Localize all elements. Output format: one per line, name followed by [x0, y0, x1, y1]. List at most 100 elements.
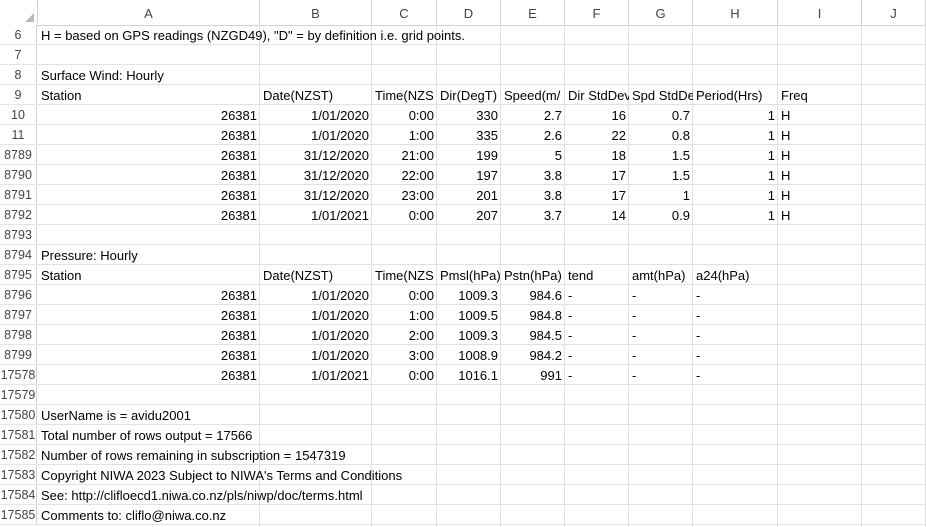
cell-g[interactable]: 0.9 — [671, 208, 690, 223]
cell-g[interactable]: 0.7 — [671, 108, 690, 123]
cell-i[interactable] — [778, 325, 862, 344]
cell-h[interactable]: - — [696, 288, 701, 303]
cell-i[interactable] — [778, 285, 862, 304]
cell-f[interactable]: - — [568, 308, 573, 323]
cell-a[interactable]: 26381 — [220, 368, 257, 383]
cell-b[interactable]: 1/01/2020 — [311, 308, 369, 323]
cell-e[interactable]: 2.6 — [543, 128, 562, 143]
cell-g[interactable]: - — [632, 308, 637, 323]
cell-b[interactable]: 31/12/2020 — [303, 148, 369, 163]
row-header[interactable]: 9 — [0, 85, 37, 105]
cell-c[interactable]: 1:00 — [408, 308, 434, 323]
row-header[interactable]: 8799 — [0, 345, 37, 365]
cell-g[interactable]: 1.5 — [671, 168, 690, 183]
row-header[interactable]: 17578 — [0, 365, 37, 385]
cell-d[interactable]: 201 — [476, 188, 498, 203]
row-header[interactable]: 8794 — [0, 245, 37, 265]
cell-a[interactable]: Station — [41, 88, 82, 103]
row-header[interactable]: 17582 — [0, 445, 37, 465]
cell-b[interactable]: 1/01/2020 — [311, 128, 369, 143]
row-header[interactable]: 8 — [0, 65, 37, 85]
row-header[interactable]: 8793 — [0, 225, 37, 245]
cell-a-text[interactable]: Surface Wind: Hourly — [41, 68, 164, 83]
cell-a[interactable]: Station — [41, 268, 82, 283]
cell-f[interactable]: - — [568, 368, 573, 383]
cell-h[interactable]: - — [696, 368, 701, 383]
cell-i[interactable] — [778, 265, 862, 284]
cell-i[interactable] — [778, 365, 862, 384]
row-header[interactable]: 8797 — [0, 305, 37, 325]
cell-a-text[interactable]: Pressure: Hourly — [41, 248, 138, 263]
cell-b[interactable]: 1/01/2020 — [311, 348, 369, 363]
column-header-j[interactable]: J — [862, 0, 926, 25]
cell-a[interactable]: 26381 — [220, 148, 257, 163]
row-header[interactable]: 8798 — [0, 325, 37, 345]
cell-h[interactable]: 1 — [767, 148, 775, 163]
cell-h[interactable]: 1 — [767, 168, 775, 183]
column-header-d[interactable]: D — [437, 0, 501, 25]
cell-i[interactable]: H — [781, 168, 791, 183]
cell-a[interactable]: 26381 — [220, 128, 257, 143]
cell-i[interactable] — [778, 345, 862, 364]
column-header-f[interactable]: F — [565, 0, 629, 25]
cell-f[interactable]: 14 — [611, 208, 626, 223]
cell-a[interactable]: 26381 — [220, 188, 257, 203]
cell-c[interactable]: Time(NZS — [375, 88, 434, 103]
cell-c[interactable]: 22:00 — [401, 168, 434, 183]
cell-i[interactable]: H — [781, 188, 791, 203]
cell-d[interactable]: 1016.1 — [458, 368, 498, 383]
cell-g[interactable]: - — [632, 368, 637, 383]
cell-g[interactable]: - — [632, 288, 637, 303]
cell-f[interactable]: 22 — [611, 128, 626, 143]
cell-d[interactable]: 199 — [476, 148, 498, 163]
cell-a-text[interactable]: Number of rows remaining in subscription… — [41, 448, 346, 463]
cell-h[interactable]: 1 — [767, 188, 775, 203]
cell-a[interactable]: 26381 — [220, 168, 257, 183]
cell-a[interactable]: 26381 — [220, 288, 257, 303]
cell-i[interactable]: H — [781, 208, 791, 223]
cell-d[interactable]: 1009.3 — [458, 288, 498, 303]
cell-d[interactable]: 330 — [476, 108, 498, 123]
cell-e[interactable]: 3.8 — [543, 188, 562, 203]
cell-i[interactable]: Freq — [781, 88, 808, 103]
cell-c[interactable]: 2:00 — [408, 328, 434, 343]
cell-e[interactable]: 3.7 — [543, 208, 562, 223]
row-header[interactable]: 17579 — [0, 385, 37, 405]
cell-a[interactable]: 26381 — [220, 208, 257, 223]
cell-d[interactable]: 1008.9 — [458, 348, 498, 363]
cell-d[interactable]: Pmsl(hPa) — [440, 268, 501, 283]
cell-g[interactable]: Spd StdDe — [632, 88, 693, 103]
cell-h[interactable]: 1 — [767, 208, 775, 223]
column-header-h[interactable]: H — [693, 0, 778, 25]
cell-d[interactable]: 335 — [476, 128, 498, 143]
cell-a-text[interactable]: H = based on GPS readings (NZGD49), "D" … — [41, 28, 465, 43]
row-header[interactable]: 17585 — [0, 505, 37, 525]
row-header[interactable]: 8789 — [0, 145, 37, 165]
row-header[interactable]: 17580 — [0, 405, 37, 425]
cell-c[interactable]: 1:00 — [408, 128, 434, 143]
cell-b[interactable]: 1/01/2020 — [311, 288, 369, 303]
cell-e[interactable]: 984.8 — [529, 308, 562, 323]
row-header[interactable]: 17581 — [0, 425, 37, 445]
row-header[interactable]: 17584 — [0, 485, 37, 505]
cell-a-text[interactable]: Copyright NIWA 2023 Subject to NIWA's Te… — [41, 468, 403, 483]
cell-h[interactable]: - — [696, 308, 701, 323]
cell-a-text[interactable]: Total number of rows output = 17566 — [41, 428, 253, 443]
cell-g[interactable]: - — [632, 328, 637, 343]
cell-e[interactable]: Pstn(hPa) — [504, 268, 562, 283]
cell-f[interactable]: 16 — [611, 108, 626, 123]
row-header[interactable]: 10 — [0, 105, 37, 125]
cell-b[interactable]: 31/12/2020 — [303, 188, 369, 203]
column-header-i[interactable]: I — [778, 0, 862, 25]
row-header[interactable]: 8792 — [0, 205, 37, 225]
cell-b[interactable]: 1/01/2021 — [311, 208, 369, 223]
column-header-c[interactable]: C — [372, 0, 437, 25]
cell-g[interactable]: 1 — [682, 188, 690, 203]
cell-c[interactable]: 21:00 — [401, 148, 434, 163]
cell-c[interactable]: 0:00 — [408, 208, 434, 223]
cell-a[interactable]: 26381 — [220, 108, 257, 123]
cell-d[interactable]: 207 — [476, 208, 498, 223]
cell-e[interactable]: 984.2 — [529, 348, 562, 363]
cell-a[interactable]: 26381 — [220, 348, 257, 363]
